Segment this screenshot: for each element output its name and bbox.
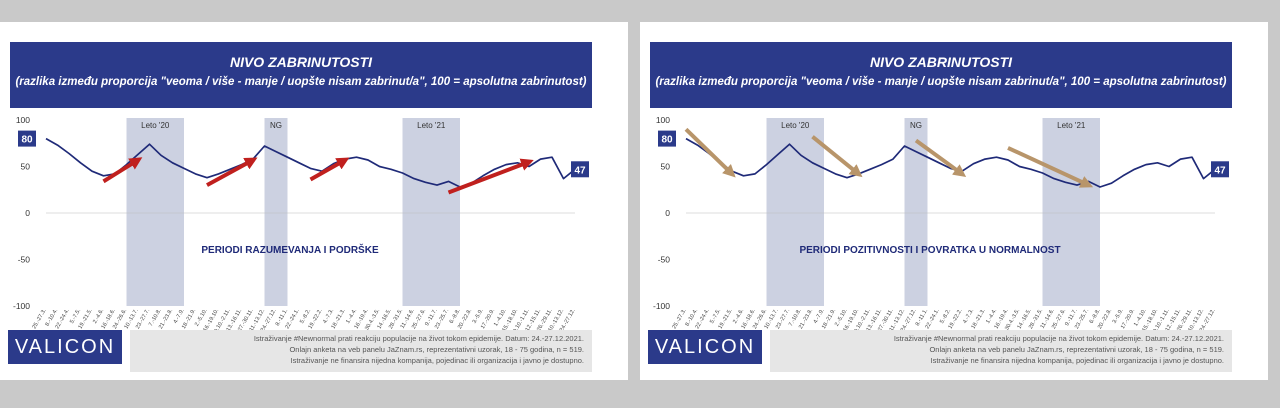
period-band	[1042, 118, 1100, 306]
trend-arrow	[309, 157, 350, 182]
period-band	[904, 118, 928, 306]
trend-arrow	[206, 157, 258, 187]
chart-subtitle: (razlika između proporcija "veoma / više…	[655, 76, 1227, 88]
period-band-label: Leto '20	[141, 121, 170, 130]
chart-subtitle: (razlika između proporcija "veoma / više…	[15, 76, 587, 88]
trend-arrow	[914, 138, 967, 177]
trend-arrow	[447, 158, 534, 195]
footnote-line: Istraživanje ne finansira nijedna kompan…	[290, 356, 584, 365]
footnote-line: Istraživanje ne finansira nijedna kompan…	[930, 356, 1224, 365]
period-band	[264, 118, 288, 306]
y-tick-label: 0	[665, 208, 670, 218]
footnote-line: Istraživanje #Newnormal prati reakciju p…	[253, 334, 584, 343]
chart-title: NIVO ZABRINUTOSTI	[229, 54, 373, 70]
period-band-label: Leto '21	[1057, 121, 1086, 130]
x-tick-label: 25.-27.3.	[671, 308, 687, 331]
period-annotation: PERIODI POZITIVNOSTI I POVRATKA U NORMAL…	[799, 245, 1060, 256]
footnote-line: Onlajn anketa na veb panelu JaZnam.rs, r…	[289, 345, 584, 354]
y-tick-label: -50	[658, 255, 671, 265]
footnote: Istraživanje #Newnormal prati reakciju p…	[130, 330, 592, 372]
x-tick-label: 25.-27.3.	[31, 308, 47, 331]
period-annotation: PERIODI RAZUMEVANJA I PODRŠKE	[201, 243, 379, 256]
y-tick-label: 50	[21, 162, 31, 172]
footnote-line: Istraživanje #Newnormal prati reakciju p…	[893, 334, 1224, 343]
y-tick-label: -50	[18, 255, 31, 265]
line-chart: Leto '20 NG Leto '21 100 50 0 -50 -10025.-27.3.…	[13, 115, 589, 337]
trend-arrow	[1007, 146, 1094, 188]
end-value-label: 47	[574, 165, 586, 176]
period-band-label: NG	[910, 121, 922, 130]
period-band	[766, 118, 824, 306]
trend-arrow	[811, 135, 863, 178]
end-value-label: 47	[1214, 165, 1226, 176]
end-value-badge	[571, 161, 589, 178]
start-value-badge	[18, 130, 36, 147]
y-tick-label: 0	[25, 208, 30, 218]
period-band-label: Leto '21	[417, 121, 446, 130]
trend-arrow	[102, 157, 143, 184]
start-value-label: 80	[661, 135, 673, 146]
line-chart: Leto '20 NG Leto '21 100 50 0 -50 -10025.-27.3.…	[653, 115, 1229, 337]
y-tick-label: 100	[16, 115, 30, 125]
chart-title: NIVO ZABRINUTOSTI	[869, 54, 1013, 70]
chart-header: NIVO ZABRINUTOSTI (razlika između propor…	[650, 42, 1232, 108]
period-band	[402, 118, 460, 306]
chart-slide-left: NIVO ZABRINUTOSTI (razlika između propor…	[0, 22, 628, 380]
footnote: Istraživanje #Newnormal prati reakciju p…	[770, 330, 1232, 372]
series-line	[45, 137, 576, 188]
period-band-label: Leto '20	[781, 121, 810, 130]
y-tick-label: 50	[661, 162, 671, 172]
period-band	[126, 118, 184, 306]
chart-slide-right: NIVO ZABRINUTOSTI (razlika između propor…	[640, 22, 1268, 380]
period-band-label: NG	[270, 121, 282, 130]
start-value-label: 80	[21, 135, 33, 146]
y-tick-label: -100	[653, 301, 670, 311]
trend-arrow	[684, 127, 736, 178]
chart-header: NIVO ZABRINUTOSTI (razlika između propor…	[10, 42, 592, 108]
valicon-logo: VALICON	[8, 330, 122, 364]
valicon-logo: VALICON	[648, 330, 762, 364]
series-line	[685, 137, 1216, 188]
y-tick-label: 100	[656, 115, 670, 125]
footnote-line: Onlajn anketa na veb panelu JaZnam.rs, r…	[929, 345, 1224, 354]
end-value-badge	[1211, 161, 1229, 178]
start-value-badge	[658, 130, 676, 147]
y-tick-label: -100	[13, 301, 30, 311]
